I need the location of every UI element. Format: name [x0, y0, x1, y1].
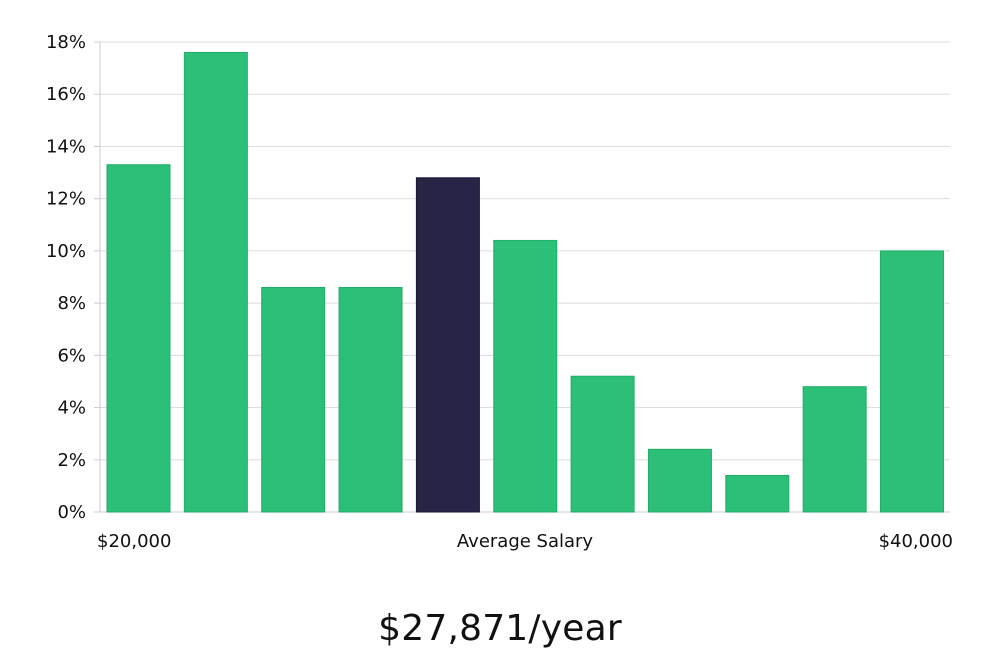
- y-tick-label: 10%: [46, 241, 86, 262]
- bar: [802, 386, 867, 513]
- y-tick-label: 0%: [57, 502, 86, 523]
- x-start-label: $20,000: [97, 531, 171, 552]
- bar-highlighted: [415, 177, 480, 513]
- bar: [647, 448, 712, 513]
- y-tick-label: 16%: [46, 84, 86, 105]
- y-tick-label: 14%: [46, 136, 86, 157]
- bar: [725, 474, 790, 513]
- bar: [880, 250, 944, 513]
- y-tick-label: 6%: [57, 345, 86, 366]
- bar: [106, 164, 171, 513]
- bar: [570, 375, 635, 513]
- bar: [493, 239, 558, 513]
- x-axis-title: Average Salary: [457, 531, 594, 552]
- bars: [106, 51, 944, 513]
- y-tick-label: 2%: [57, 450, 86, 471]
- average-salary-value: $27,871/year: [378, 608, 622, 649]
- bar: [183, 51, 248, 513]
- y-tick-label: 18%: [46, 32, 86, 53]
- y-tick-label: 4%: [57, 398, 86, 419]
- axis-labels: 0% 2% 4% 6% 8% 10% 12% 14% 16% 18% $20,000 Average …: [46, 32, 953, 552]
- y-tick-label: 12%: [46, 189, 86, 210]
- y-tick-label: 8%: [57, 293, 86, 314]
- x-end-label: $40,000: [879, 531, 953, 552]
- bar-chart: 0% 2% 4% 6% 8% 10% 12% 14% 16% 18% $20,000 Average …: [46, 32, 953, 552]
- bar: [338, 286, 403, 513]
- bar: [261, 286, 326, 513]
